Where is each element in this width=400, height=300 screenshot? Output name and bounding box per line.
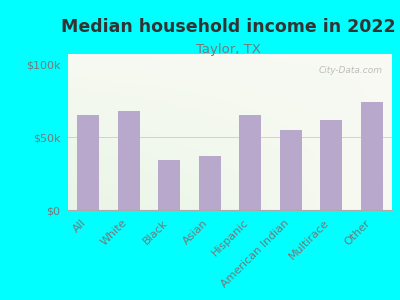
Bar [118,111,140,210]
Text: City-Data.com: City-Data.com [318,67,382,76]
Text: Median household income in 2022: Median household income in 2022 [61,18,395,36]
Bar [280,130,302,210]
Bar [199,156,221,210]
Bar [320,120,342,210]
Bar [239,115,261,210]
Bar [158,160,180,210]
Text: Taylor, TX: Taylor, TX [196,44,260,56]
Bar [77,115,99,210]
Bar [361,102,383,210]
